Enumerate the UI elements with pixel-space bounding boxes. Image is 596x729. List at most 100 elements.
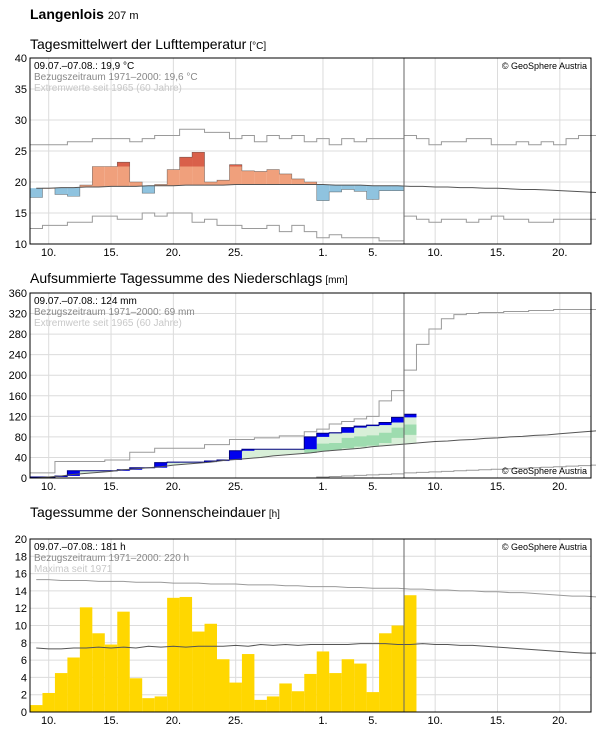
sunshine-day-bar [204,623,217,712]
sunshine-day-bar [192,631,205,712]
precipitation-surplus-area [30,414,417,478]
sunshine-day-bar [391,625,404,712]
sunshine-day-bar [254,699,267,712]
precipitation-daily-bar [117,469,130,471]
temperature-heat-segment [117,162,130,167]
temperature-day-bar [341,185,355,190]
y-tick-label: 8 [21,638,27,650]
sunshine-day-bar [54,673,68,712]
x-tick-label: 15. [103,247,118,259]
y-tick-label: 280 [9,329,27,341]
legend-line-2: Maxima seit 1971 [34,564,113,575]
precipitation-daily-bar [129,467,143,470]
y-tick-label: 120 [9,411,27,423]
temperature-day-bar [254,171,267,185]
x-tick-label: 15. [490,247,505,259]
sunshine-day-bar [154,696,168,712]
sunshine-day-bar [366,692,380,712]
sunshine-day-bar [316,651,330,712]
precipitation-daily-bar [354,426,367,428]
x-tick-label: 25. [228,715,243,727]
legend-line-0: 09.07.–07.08.: 19,9 °C [34,61,134,72]
x-tick-label: 5. [368,715,377,727]
temperature-day-bar [204,182,217,186]
x-tick-label: 20. [552,481,567,493]
temperature-day-bar [266,169,280,185]
sunshine-normal-line [36,643,596,654]
x-tick-label: 20. [166,481,181,493]
sunshine-day-bar [129,678,143,712]
legend-line-1: Bezugszeitraum 1971–2000: 220 h [34,553,189,564]
plot-frame [29,538,592,713]
y-tick-label: 20 [15,534,27,546]
temperature-day-bar [229,164,242,185]
sunshine-day-bar [279,683,292,712]
x-tick-label: 1. [318,715,327,727]
precipitation-daily-bar [304,436,317,450]
plot-frame [29,57,592,245]
temperature-panel-title: Tagesmittelwert der Lufttemperatur [°C] [30,36,266,52]
y-tick-label: 0 [21,707,27,719]
temperature-heat-segment [229,164,242,167]
sunshine-day-bar [42,692,55,712]
sunshine-day-bar [291,691,305,712]
sunshine-day-bar [142,698,155,712]
temperature-heat-segment [179,157,193,167]
precipitation-daily-bar [241,449,255,451]
y-tick-label: 25 [15,146,27,158]
temperature-day-bar [92,166,105,187]
temperature-title: Tagesmittelwert der Lufttemperatur [30,36,247,52]
precipitation-daily-bar [316,433,330,437]
precipitation-daily-bar [404,414,417,418]
x-tick-label: 10. [428,247,443,259]
precipitation-daily-bar [167,462,180,463]
y-tick-label: 6 [21,655,27,667]
y-tick-label: 360 [9,288,27,300]
sunshine-day-bar [167,597,180,712]
y-tick-label: 240 [9,350,27,362]
precipitation-panel-title: Aufsummierte Tagessumme des Niederschlag… [30,270,348,286]
y-tick-label: 200 [9,370,27,382]
x-tick-label: 10. [428,715,443,727]
x-tick-label: 15. [490,481,505,493]
temperature-day-bar [104,166,118,187]
precipitation-daily-bar [391,417,404,423]
precipitation-daily-bar [67,470,80,476]
legend-line-1: Bezugszeitraum 1971–2000: 19,6 °C [34,72,198,83]
y-tick-label: 4 [21,672,27,684]
precipitation-band-area [254,424,417,458]
y-tick-label: 0 [21,473,27,485]
panel-1-group: 10. 15. 20. 25. 1. 5. 10. 15. 20. 360 320 280 240 200… [9,288,596,493]
y-tick-label: 2 [21,690,27,702]
sunshine-day-bar [217,659,230,712]
temperature-day-bar [279,173,292,185]
x-tick-label: 25. [228,247,243,259]
y-tick-label: 10 [15,621,27,633]
copyright-label: © GeoSphere Austria [502,61,587,71]
precipitation-title: Aufsummierte Tagessumme des Niederschlag… [30,270,323,286]
y-tick-label: 320 [9,309,27,321]
x-tick-label: 10. [41,481,56,493]
y-tick-label: 20 [15,177,27,189]
x-tick-label: 20. [166,715,181,727]
precipitation-min-extreme-line [30,464,596,479]
x-tick-label: 20. [552,715,567,727]
x-tick-label: 5. [368,481,377,493]
temperature-day-bar [379,185,392,191]
sunshine-title: Tagessumme der Sonnenscheindauer [30,504,266,520]
temperature-day-bar [30,188,43,198]
temperature-day-bar [67,187,80,197]
y-tick-label: 14 [15,586,27,598]
legend-line-1: Bezugszeitraum 1971–2000: 69 mm [34,307,195,318]
y-tick-label: 80 [15,432,27,444]
station-name: Langenlois [30,6,104,22]
legend-line-0: 09.07.–07.08.: 124 mm [34,296,137,307]
temperature-day-bar [142,185,155,194]
sunshine-day-bar [92,633,105,712]
y-tick-label: 18 [15,551,27,563]
legend-line-2: Extremwerte seit 1965 (60 Jahre) [34,83,182,94]
x-tick-label: 20. [552,247,567,259]
temperature-day-bar [316,184,330,201]
temperature-day-bar [366,185,380,200]
temperature-day-bar [42,188,55,189]
